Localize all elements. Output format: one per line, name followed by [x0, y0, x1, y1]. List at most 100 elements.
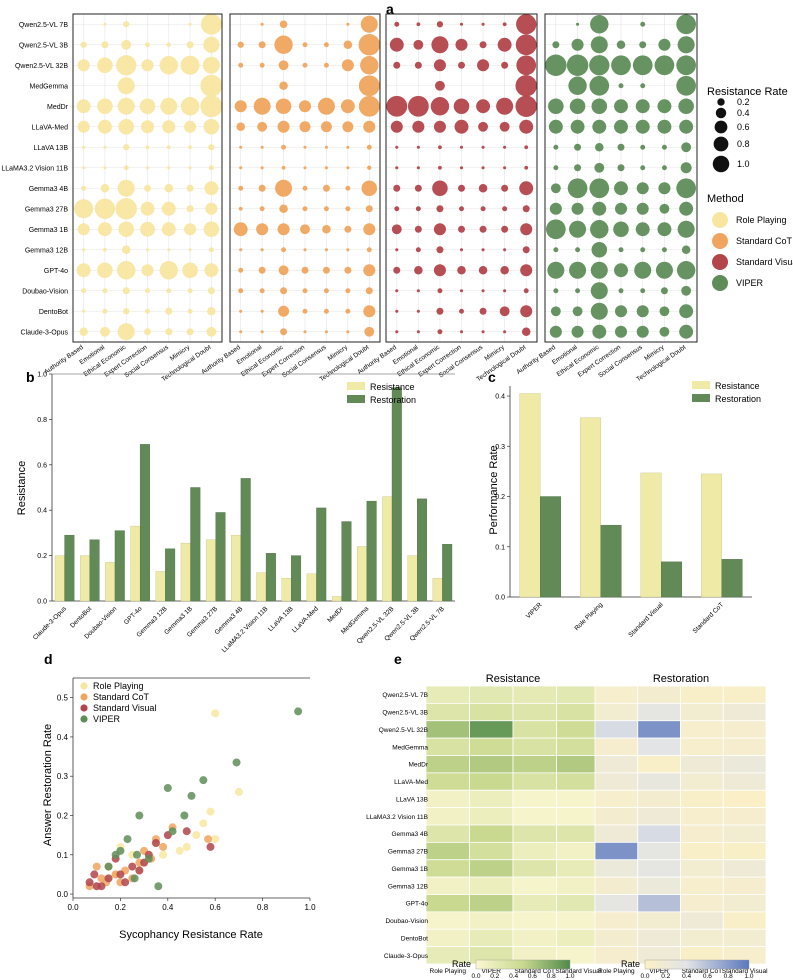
heat-cell-restoration-qwen2-5-vl-32b-standard-cot [680, 720, 724, 739]
point-role-playing [211, 835, 220, 844]
bubble-viper-llama3-2-vision-11b-expert-correction [617, 164, 625, 172]
bubble-standard-visual-qwen2-5-vl-32b-ethical-economic [433, 59, 446, 72]
bubble-viper-llava-med-mimicry [657, 119, 672, 134]
bubble-standard-cot-llama3-2-vision-11b-authority-based [239, 166, 243, 170]
bubble-standard-cot-gemma3-1b-social-consensus [322, 224, 331, 234]
bubble-role-playing-qwen2-5-vl-3b-social-consensus [166, 42, 171, 47]
bubble-viper-claude-3-opus-social-consensus [636, 325, 649, 338]
bubble-viper-gpt-4o-emotional [569, 261, 587, 279]
heat-cell-restoration-gemma3-27b-role-playing [594, 841, 639, 861]
bubble-viper-gemma3-4b-mimicry [658, 182, 671, 195]
bubble-role-playing-gemma3-1b-emotional [97, 222, 112, 237]
bubble-viper-qwen2-5-vl-3b-emotional [571, 38, 584, 51]
x-tick-role-playing: Role Playing [573, 601, 604, 632]
x-tick-standard-cot: Standard CoT [692, 601, 726, 635]
bubble-viper-qwen2-5-vl-3b-expert-correction [616, 40, 626, 50]
bubble-role-playing-meddr-social-consensus [160, 97, 178, 115]
bubble-viper-meddr-ethical-economic [591, 98, 608, 115]
heat-cell-restoration-llama3-2-vision-11b-standard-visual [722, 807, 767, 826]
y-tick-label: 0.1 [57, 851, 69, 860]
bar-resistance-gemma3-4b [231, 534, 242, 602]
bubble-standard-visual-qwen2-5-vl-3b-mimicry [497, 37, 512, 52]
bubble-viper-gpt-4o-mimicry [655, 261, 673, 279]
bubble-viper-meddr-social-consensus [635, 99, 650, 114]
colorbar-tick-label: 0.2 [490, 973, 499, 980]
heat-cell-resistance-dentobot-standard-cot [512, 928, 557, 948]
bubble-viper-gemma3-1b-emotional [569, 220, 587, 238]
heat-row-label-meddr: MedDr [408, 762, 428, 769]
bubble-role-playing-medgemma-ethical-economic [117, 77, 135, 95]
heat-cell-restoration-llava-13b-role-playing [594, 789, 639, 809]
bubble-standard-cot-llava-med-emotional [257, 121, 268, 132]
heat-cell-restoration-gemma3-1b-viper [637, 859, 681, 878]
bubble-viper-llama3-2-vision-11b-mimicry [661, 165, 667, 171]
bubble-viper-gemma3-27b-mimicry [659, 203, 670, 214]
bubble-role-playing-gemma3-27b-expert-correction [140, 201, 155, 216]
bubble-standard-visual-qwen2-5-vl-3b-social-consensus [479, 41, 487, 49]
bubble-role-playing-dentobot-authority-based [82, 309, 86, 313]
bar-resistance-gpt-4o [130, 525, 141, 602]
bar-restoration-standard-visual [661, 561, 683, 598]
bubble-standard-visual-claude-3-opus-ethical-economic [437, 329, 443, 335]
heat-cell-resistance-gpt-4o-viper [469, 894, 514, 913]
bubble-standard-cot-gemma3-1b-emotional [256, 223, 269, 236]
bubble-viper-gemma3-12b-ethical-economic [591, 241, 608, 258]
legend-swatch-standard-visual [80, 704, 88, 712]
bubble-role-playing-gemma3-4b-social-consensus [164, 183, 174, 193]
bar-restoration-doubao-vision [114, 530, 125, 602]
bubble-standard-cot-llama3-2-vision-11b-social-consensus [324, 166, 328, 170]
heat-cell-resistance-llama3-2-vision-11b-standard-cot [512, 807, 557, 826]
bubble-standard-cot-gemma3-27b-emotional [259, 206, 265, 212]
point-viper [180, 811, 189, 820]
bubble-viper-gemma3-27b-social-consensus [636, 202, 649, 215]
heat-cell-restoration-qwen2-5-vl-32b-viper [637, 720, 681, 739]
heat-cell-restoration-gemma3-1b-role-playing [594, 859, 639, 878]
bubble-standard-cot-gemma3-1b-technological-doubt [363, 223, 376, 236]
x-tick-label: 0.8 [257, 903, 269, 912]
heat-cell-resistance-gemma3-1b-viper [469, 859, 514, 878]
bubble-standard-cot-gemma3-4b-mimicry [345, 185, 351, 191]
bubble-standard-visual-llava-13b-mimicry [503, 145, 507, 149]
heat-cell-restoration-meddr-standard-cot [680, 755, 724, 774]
bubble-role-playing-claude-3-opus-ethical-economic [117, 323, 135, 341]
bubble-standard-visual-llama3-2-vision-11b-emotional [416, 166, 420, 170]
legend-swatch-restoration [347, 395, 365, 403]
bubble-viper-meddr-mimicry [657, 99, 672, 114]
bubble-standard-visual-gemma3-27b-technological-doubt [522, 205, 530, 213]
bubble-role-playing-gpt-4o-social-consensus [159, 261, 178, 280]
bubble-viper-dentobot-emotional [572, 306, 583, 317]
heat-cell-resistance-gemma3-12b-role-playing [425, 876, 470, 895]
bubble-standard-visual-dentobot-ethical-economic [436, 307, 444, 315]
bubble-standard-cot-dentobot-authority-based [239, 309, 243, 313]
bubble-standard-visual-qwen2-5-vl-7b-social-consensus [481, 22, 485, 26]
bubble-standard-visual-gemma3-4b-mimicry [501, 184, 509, 192]
bubble-role-playing-qwen2-5-vl-3b-ethical-economic [121, 39, 132, 50]
panel-c-bar-chart: 0.0 0.1 0.2 0.3 0.4 VIPER Role Playing Standard… [488, 381, 761, 639]
bubble-standard-cot-llama3-2-vision-11b-emotional [260, 166, 264, 170]
bubble-role-playing-gemma3-12b-technological-doubt [208, 247, 214, 253]
bubble-standard-visual-gemma3-27b-social-consensus [480, 206, 486, 212]
y-tick-qwen2-5-vl-3b: Qwen2.5-VL 3B [19, 42, 68, 49]
bubble-role-playing-gemma3-1b-expert-correction [140, 221, 155, 237]
bubble-role-playing-qwen2-5-vl-7b-technological-doubt [200, 13, 222, 35]
bubble-role-playing-meddr-technological-doubt [200, 95, 223, 118]
bubble-standard-visual-doubao-vision-authority-based [395, 289, 399, 293]
bubble-standard-visual-claude-3-opus-social-consensus [481, 330, 485, 334]
heat-cell-resistance-dentobot-standard-visual [556, 928, 601, 948]
bar-restoration-standard-cot [721, 559, 743, 598]
bubble-standard-cot-gemma3-27b-authority-based [238, 206, 243, 211]
legend-label-resistance: Resistance [715, 381, 760, 391]
colorbar-label-resistance: Rate [452, 959, 471, 969]
bubble-role-playing-qwen2-5-vl-7b-mimicry [188, 22, 192, 26]
point-standard-visual [104, 874, 113, 883]
bubble-standard-visual-gemma3-12b-mimicry [503, 248, 507, 252]
bubble-role-playing-gpt-4o-mimicry [182, 262, 198, 279]
bubble-standard-cot-gpt-4o-expert-correction [301, 266, 309, 274]
bubble-standard-cot-llama3-2-vision-11b-ethical-economic [281, 165, 286, 170]
bubble-standard-visual-claude-3-opus-technological-doubt [521, 327, 531, 337]
bubble-standard-visual-meddr-social-consensus [476, 99, 491, 114]
point-viper [232, 758, 241, 767]
bubble-role-playing-gpt-4o-authority-based [76, 263, 91, 278]
heat-cell-restoration-qwen2-5-vl-3b-standard-cot [680, 702, 724, 722]
